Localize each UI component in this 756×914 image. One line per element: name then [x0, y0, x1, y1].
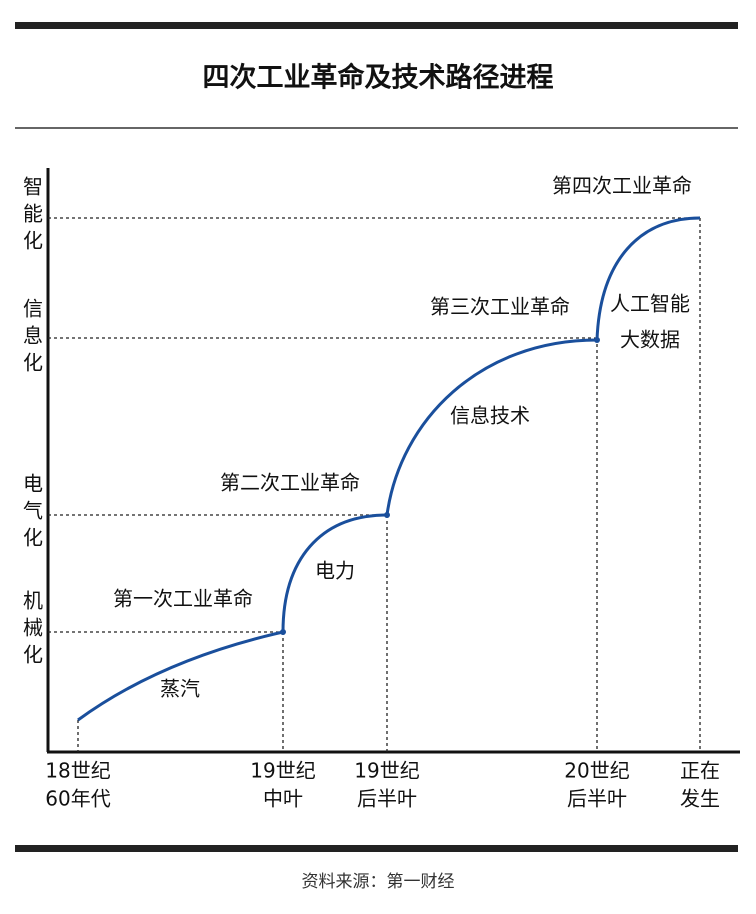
revolution-label: 第一次工业革命: [113, 587, 253, 611]
x-label: 20世纪: [564, 759, 629, 783]
x-label: 后半叶: [357, 787, 417, 811]
x-label: 19世纪: [250, 759, 315, 783]
technology-label: 电力: [315, 559, 355, 583]
top-bar: [15, 22, 738, 29]
x-label: 后半叶: [567, 787, 627, 811]
technology-label: 大数据: [620, 328, 680, 352]
x-label: 60年代: [45, 787, 110, 811]
x-label: 19世纪: [354, 759, 419, 783]
revolution-label: 第三次工业革命: [430, 295, 570, 319]
curve: [77, 216, 701, 722]
guides: [48, 217, 701, 752]
y-label: 信息化: [20, 298, 44, 379]
technology-label: 人工智能: [610, 292, 690, 316]
y-label: 智能化: [20, 176, 44, 257]
source: 资料来源：第一财经: [302, 872, 455, 892]
revolution-label: 第二次工业革命: [220, 471, 360, 495]
y-label: 电气化: [20, 473, 44, 554]
x-label: 发生: [680, 787, 720, 811]
technology-label: 信息技术: [450, 404, 530, 428]
title: 四次工业革命及技术路径进程: [203, 62, 554, 94]
x-label: 正在: [680, 759, 720, 783]
y-label: 机械化: [20, 590, 44, 671]
x-label: 中叶: [263, 787, 303, 811]
revolution-label: 第四次工业革命: [552, 174, 692, 198]
x-label: 18世纪: [45, 759, 110, 783]
bottom-bar: [15, 845, 738, 852]
technology-label: 蒸汽: [160, 677, 200, 701]
